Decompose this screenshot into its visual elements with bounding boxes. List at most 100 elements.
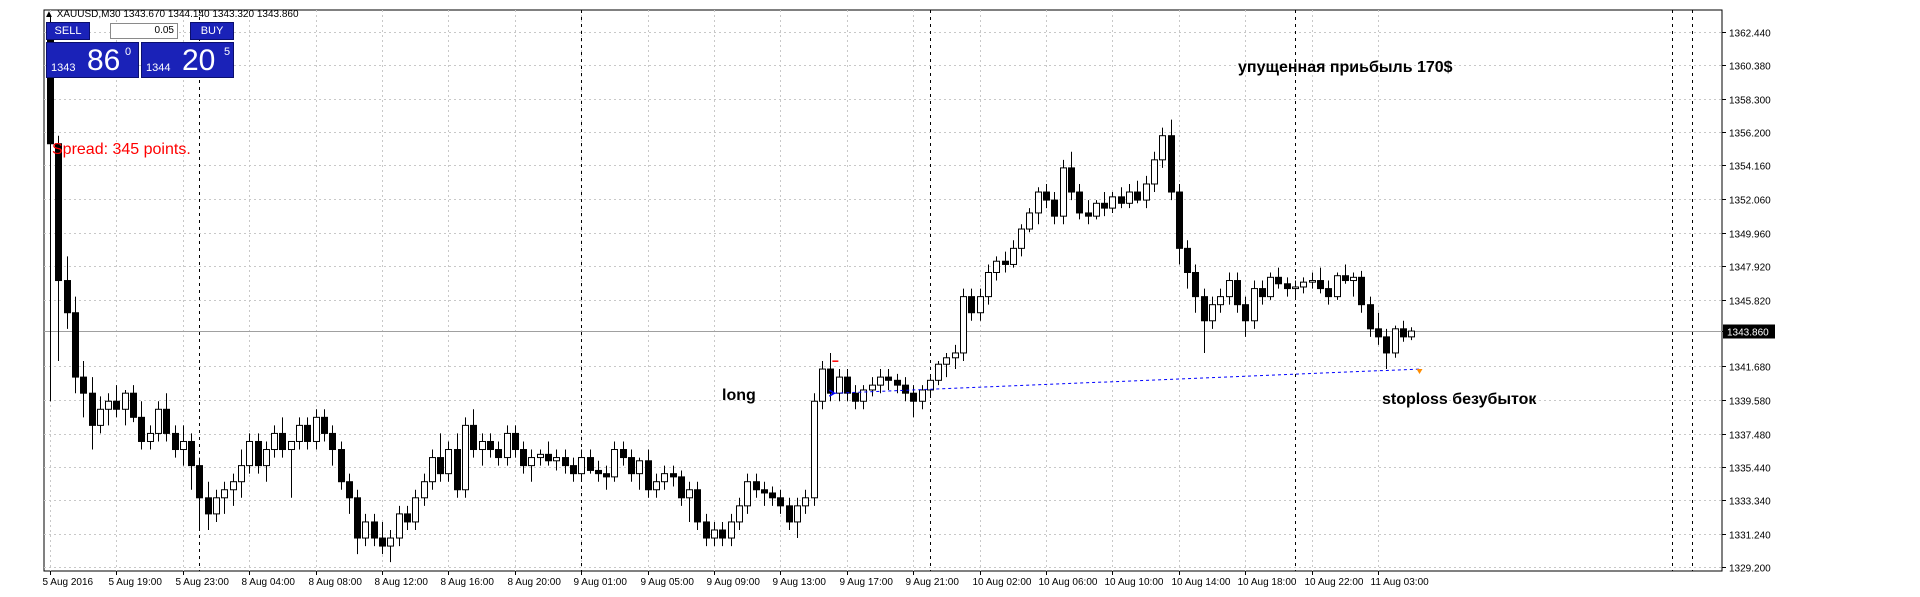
candle <box>520 441 527 474</box>
candle <box>205 481 212 530</box>
trade-line[interactable] <box>834 368 1420 394</box>
sell-button[interactable]: SELL <box>46 22 90 40</box>
overlay-layer <box>828 360 1423 397</box>
candle <box>1342 264 1349 284</box>
x-tick-label: 9 Aug 01:00 <box>574 577 628 588</box>
bear-candle-body <box>1043 191 1050 201</box>
bull-candle-body <box>553 457 560 462</box>
buy-price-button[interactable]: 1344 20 5 <box>141 42 234 78</box>
candle <box>404 505 411 530</box>
bull-candle-body <box>960 296 967 354</box>
candle <box>694 481 701 530</box>
candle <box>1026 208 1033 233</box>
candle <box>238 449 245 498</box>
candle <box>89 377 96 450</box>
candle <box>935 361 942 386</box>
bull-candle-body <box>1159 135 1166 161</box>
bull-candle-body <box>271 432 278 451</box>
bull-candle-body <box>711 529 718 539</box>
stoploss-annotation[interactable]: stoploss безубыток <box>1382 391 1537 408</box>
bull-candle-body <box>860 389 867 402</box>
bull-candle-body <box>180 440 187 451</box>
candle <box>1300 277 1307 294</box>
x-tick-label: 9 Aug 21:00 <box>906 577 960 588</box>
candle-layer <box>47 15 1415 563</box>
candle <box>1093 200 1100 220</box>
candle <box>1325 280 1332 305</box>
candle <box>993 256 1000 281</box>
candle <box>321 409 328 442</box>
bull-candle-body <box>819 368 826 402</box>
bear-candle-body <box>645 460 652 491</box>
candle <box>1358 270 1365 313</box>
bear-candle-body <box>902 384 909 394</box>
bear-candle-body <box>1076 191 1083 214</box>
candle <box>163 393 170 442</box>
candle <box>537 449 544 466</box>
bull-candle-body <box>728 521 735 539</box>
candle <box>396 505 403 547</box>
stop-marker-icon <box>1416 369 1423 375</box>
candle <box>819 361 826 410</box>
candle <box>421 473 428 506</box>
long-annotation[interactable]: long <box>722 387 756 404</box>
y-tick-label: 1358.300 <box>1729 96 1771 107</box>
bear-candle-body <box>279 432 286 451</box>
bull-candle-body <box>1408 330 1415 338</box>
bear-candle-body <box>338 449 345 483</box>
bull-candle-body <box>578 457 585 475</box>
candle <box>811 393 818 506</box>
sell-price-small: 1343 <box>51 62 76 74</box>
bear-candle-body <box>910 392 917 402</box>
symbol-line: XAUUSD,M30 1343.670 1344.140 1343.320 13… <box>56 9 299 20</box>
bear-candle-body <box>321 416 328 434</box>
collapse-arrow-icon[interactable]: ▲ <box>44 9 54 20</box>
bull-candle-body <box>1267 276 1274 298</box>
bear-candle-body <box>603 473 610 478</box>
bull-candle-body <box>661 473 668 483</box>
candle <box>902 377 909 402</box>
bull-candle-body <box>1292 286 1299 290</box>
bear-candle-body <box>138 416 145 442</box>
x-tick-label: 10 Aug 14:00 <box>1172 577 1231 588</box>
bear-candle-body <box>968 296 975 314</box>
candle <box>412 489 419 530</box>
candle <box>155 401 162 442</box>
bear-candle-body <box>346 481 353 499</box>
candle <box>802 489 809 514</box>
missed-profit-annotation[interactable]: упущенная приьбыль 170$ <box>1238 59 1453 76</box>
y-tick-label: 1352.060 <box>1729 196 1771 207</box>
candle <box>1275 267 1282 289</box>
bear-candle-body <box>379 537 386 547</box>
candle <box>786 497 793 530</box>
bear-candle-body <box>678 476 685 499</box>
candle <box>885 369 892 390</box>
bear-candle-body <box>703 521 710 539</box>
candle <box>1408 327 1415 341</box>
bear-candle-body <box>404 513 411 523</box>
buy-button[interactable]: BUY <box>190 22 234 40</box>
candle <box>728 513 735 547</box>
bull-candle-body <box>445 449 452 475</box>
candle <box>1043 183 1050 209</box>
candle <box>1143 175 1150 209</box>
candle <box>80 361 87 418</box>
bear-candle-body <box>188 440 195 467</box>
y-tick-label: 1335.440 <box>1729 464 1771 475</box>
bear-candle-body <box>437 457 444 475</box>
candle <box>1284 277 1291 297</box>
bear-candle-body <box>371 521 378 539</box>
bull-candle-body <box>462 424 469 491</box>
x-tick-label: 5 Aug 19:00 <box>109 577 163 588</box>
candle <box>213 489 220 522</box>
bull-candle-body <box>1209 304 1216 322</box>
sell-price-button[interactable]: 1343 86 0 <box>46 42 139 78</box>
candle <box>1101 192 1108 217</box>
bear-candle-body <box>1400 328 1407 338</box>
lot-size-input[interactable]: 0.05 <box>110 23 178 39</box>
bull-candle-body <box>977 296 984 314</box>
candle <box>1334 272 1341 300</box>
candle <box>64 256 71 329</box>
buy-price-small: 1344 <box>146 62 171 74</box>
